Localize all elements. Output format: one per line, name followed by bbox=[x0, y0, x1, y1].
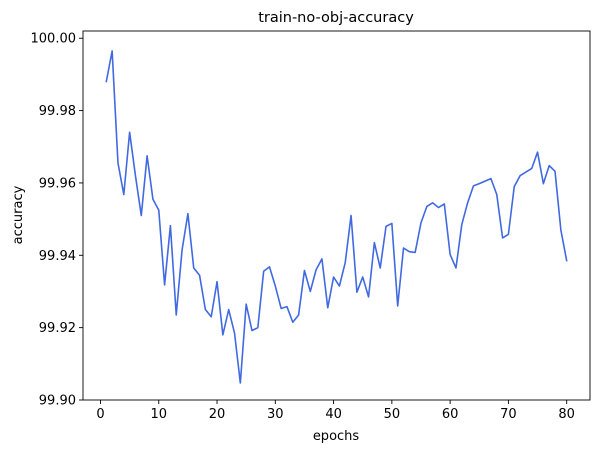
y-tick-label: 99.98 bbox=[39, 104, 76, 119]
x-axis-label: epochs bbox=[313, 429, 360, 444]
chart-title: train-no-obj-accuracy bbox=[258, 10, 414, 26]
y-tick-label: 100.00 bbox=[31, 32, 77, 47]
x-tick-label: 30 bbox=[267, 407, 284, 422]
x-tick-label: 80 bbox=[558, 407, 575, 422]
x-tick-label: 10 bbox=[150, 407, 167, 422]
x-tick-label: 0 bbox=[96, 407, 104, 422]
y-axis-label: accuracy bbox=[11, 185, 26, 244]
x-tick-label: 60 bbox=[442, 407, 459, 422]
y-tick-label: 99.90 bbox=[39, 394, 76, 409]
series-line-0 bbox=[105, 50, 568, 384]
x-tick-label: 40 bbox=[325, 407, 342, 422]
x-tick-label: 20 bbox=[209, 407, 226, 422]
y-tick-label: 99.92 bbox=[39, 321, 76, 336]
y-tick-label: 99.94 bbox=[39, 249, 76, 264]
x-tick-label: 50 bbox=[384, 407, 401, 422]
y-axis-ticks: 99.90 99.92 99.94 99.96 99.98 100.00 bbox=[31, 32, 83, 409]
plot-frame bbox=[82, 30, 591, 401]
x-axis-ticks: 0 10 20 30 40 50 60 70 80 bbox=[96, 400, 575, 422]
y-tick-label: 99.96 bbox=[39, 176, 76, 191]
plot-area bbox=[105, 50, 568, 384]
x-tick-label: 70 bbox=[500, 407, 517, 422]
